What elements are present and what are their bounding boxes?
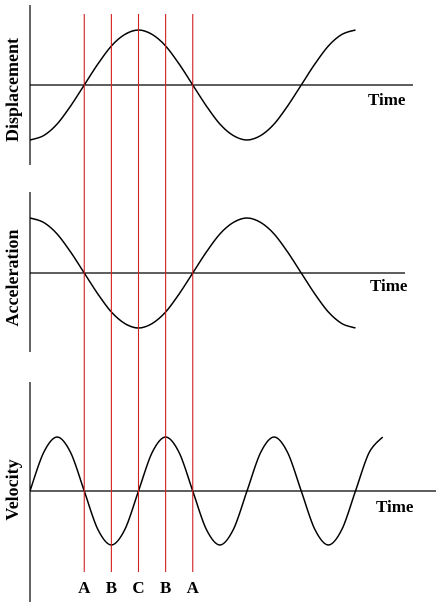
acceleration-x-label: Time <box>370 276 408 295</box>
marker-label-2: B <box>106 578 117 597</box>
displacement-x-label: Time <box>368 90 406 109</box>
velocity-y-label: Velocity <box>2 459 22 520</box>
acceleration-panel: Acceleration Time <box>2 192 408 352</box>
velocity-panel: Velocity Time <box>2 382 436 602</box>
marker-label-5: A <box>187 578 200 597</box>
velocity-x-label: Time <box>376 497 414 516</box>
marker-label-4: B <box>160 578 171 597</box>
marker-label-1: A <box>78 578 91 597</box>
displacement-y-label: Displacement <box>2 38 22 142</box>
acceleration-y-label: Acceleration <box>2 230 22 327</box>
velocity-curve <box>29 436 384 546</box>
displacement-panel: Displacement Time <box>2 5 413 165</box>
marker-label-3: C <box>132 578 144 597</box>
